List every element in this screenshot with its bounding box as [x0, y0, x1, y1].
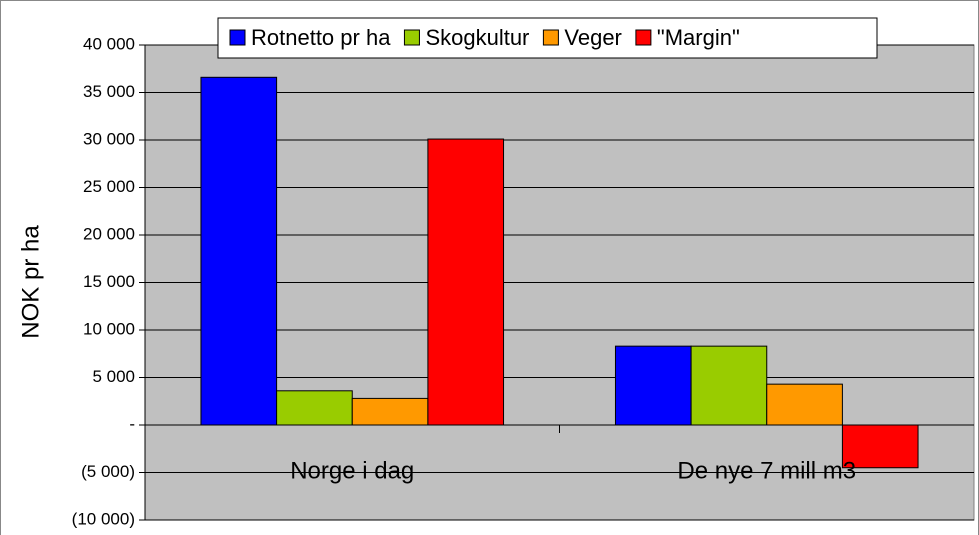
bar: [200, 76, 278, 426]
y-tick-label: (10 000): [72, 509, 135, 528]
bar: [614, 345, 692, 426]
legend-swatch: [542, 29, 559, 46]
bar: [766, 383, 843, 426]
legend-swatch: [635, 29, 652, 46]
bar: [351, 397, 429, 426]
x-tick-label: De nye 7 mill m3: [677, 457, 856, 484]
legend-swatch: [403, 29, 420, 46]
legend-label: Rotnetto pr ha: [251, 25, 391, 50]
bar: [427, 138, 505, 426]
bar: [276, 390, 353, 426]
y-tick-label: (5 000): [81, 462, 135, 481]
y-tick-label: 20 000: [83, 224, 135, 243]
y-tick-label: 25 000: [83, 177, 135, 196]
y-tick-label: 35 000: [83, 82, 135, 101]
y-tick-label: 5 000: [92, 367, 135, 386]
y-axis-title: NOK pr ha: [17, 225, 44, 339]
legend-label: Skogkultur: [425, 25, 529, 50]
bar: [841, 424, 919, 469]
y-tick-label: 15 000: [83, 272, 135, 291]
y-tick-label: 40 000: [83, 34, 135, 53]
bar: [690, 345, 768, 426]
x-tick-label: Norge i dag: [290, 457, 414, 484]
legend-swatch: [229, 29, 246, 46]
y-tick-label: 30 000: [83, 129, 135, 148]
legend-label: "Margin": [657, 25, 740, 50]
legend-label: Veger: [564, 25, 622, 50]
y-tick-label: 10 000: [83, 319, 135, 338]
y-tick-label: -: [129, 414, 135, 433]
